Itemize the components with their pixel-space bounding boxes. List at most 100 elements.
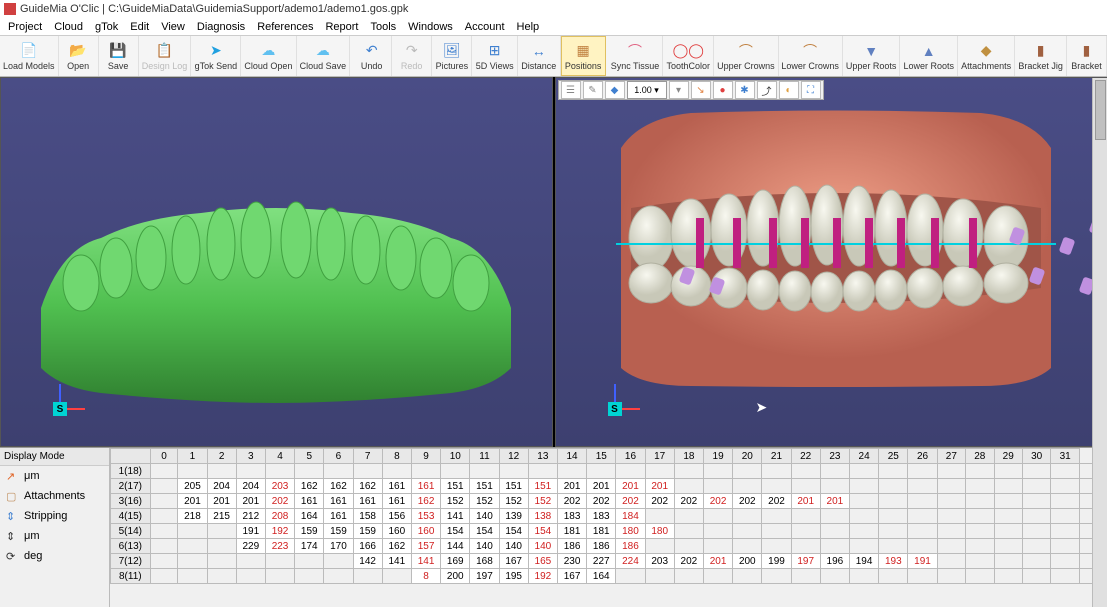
grid-cell[interactable]: 203: [265, 479, 294, 494]
grid-cell[interactable]: 140: [470, 509, 499, 524]
col-header[interactable]: 9: [411, 449, 440, 464]
grid-cell[interactable]: 204: [207, 479, 236, 494]
grid-cell[interactable]: 201: [820, 494, 849, 509]
grid-cell[interactable]: [295, 554, 324, 569]
grid-cell[interactable]: [703, 464, 732, 479]
col-header[interactable]: 25: [879, 449, 908, 464]
display-mode-μm[interactable]: ↗μm: [0, 466, 109, 486]
grid-cell[interactable]: 205: [178, 479, 207, 494]
tool-upper-roots[interactable]: ▼Upper Roots: [843, 36, 901, 76]
grid-cell[interactable]: 164: [295, 509, 324, 524]
grid-cell[interactable]: [236, 569, 265, 584]
grid-cell[interactable]: 168: [470, 554, 499, 569]
grid-cell[interactable]: 169: [441, 554, 470, 569]
grid-cell[interactable]: 200: [441, 569, 470, 584]
grid-cell[interactable]: [937, 554, 965, 569]
grid-cell[interactable]: [994, 464, 1022, 479]
grid-cell[interactable]: [1022, 554, 1050, 569]
col-header[interactable]: 28: [966, 449, 994, 464]
grid-cell[interactable]: [645, 464, 674, 479]
col-header[interactable]: 2: [207, 449, 236, 464]
grid-cell[interactable]: [1022, 464, 1050, 479]
grid-cell[interactable]: [441, 464, 470, 479]
grid-cell[interactable]: [966, 554, 994, 569]
tool-upper-crowns[interactable]: ⌒Upper Crowns: [714, 36, 778, 76]
row-header[interactable]: 4(15): [111, 509, 151, 524]
grid-cell[interactable]: 192: [265, 524, 294, 539]
grid-cell[interactable]: 161: [382, 479, 411, 494]
grid-cell[interactable]: [528, 464, 557, 479]
grid-cell[interactable]: [265, 554, 294, 569]
vp-zoom-select[interactable]: 1.00 ▾: [627, 81, 667, 99]
grid-cell[interactable]: [994, 494, 1022, 509]
grid-cell[interactable]: 151: [441, 479, 470, 494]
menu-view[interactable]: View: [155, 21, 191, 33]
vertical-scrollbar[interactable]: [1092, 78, 1107, 607]
grid-cell[interactable]: 159: [295, 524, 324, 539]
display-mode-attachments[interactable]: ▢Attachments: [0, 486, 109, 506]
grid-cell[interactable]: [879, 524, 908, 539]
grid-cell[interactable]: [850, 509, 879, 524]
grid-cell[interactable]: 191: [908, 554, 937, 569]
grid-cell[interactable]: [178, 554, 207, 569]
grid-cell[interactable]: 161: [382, 494, 411, 509]
grid-cell[interactable]: [236, 464, 265, 479]
col-header[interactable]: 1: [178, 449, 207, 464]
grid-cell[interactable]: 170: [324, 539, 353, 554]
grid-cell[interactable]: [820, 479, 849, 494]
grid-cell[interactable]: [499, 464, 528, 479]
tool-lower-crowns[interactable]: ⌒Lower Crowns: [779, 36, 843, 76]
grid-cell[interactable]: 161: [411, 479, 440, 494]
grid-cell[interactable]: 201: [791, 494, 820, 509]
grid-cell[interactable]: [150, 479, 178, 494]
grid-cell[interactable]: 201: [178, 494, 207, 509]
col-header[interactable]: 18: [674, 449, 703, 464]
grid-cell[interactable]: [966, 569, 994, 584]
grid-cell[interactable]: [382, 464, 411, 479]
col-header[interactable]: 27: [937, 449, 965, 464]
grid-cell[interactable]: 194: [850, 554, 879, 569]
grid-cell[interactable]: [908, 524, 937, 539]
col-header[interactable]: 20: [733, 449, 762, 464]
grid-cell[interactable]: 183: [557, 509, 586, 524]
grid-cell[interactable]: [908, 494, 937, 509]
grid-cell[interactable]: [178, 464, 207, 479]
tool-redo[interactable]: ↷Redo: [392, 36, 432, 76]
grid-cell[interactable]: 161: [324, 494, 353, 509]
grid-cell[interactable]: 201: [645, 479, 674, 494]
scrollbar-thumb[interactable]: [1095, 80, 1106, 140]
grid-cell[interactable]: 154: [528, 524, 557, 539]
grid-cell[interactable]: 159: [353, 524, 382, 539]
grid-cell[interactable]: [411, 464, 440, 479]
grid-cell[interactable]: [178, 539, 207, 554]
tool-undo[interactable]: ↶Undo: [352, 36, 392, 76]
grid-cell[interactable]: [674, 569, 703, 584]
display-mode-μm[interactable]: ⇕μm: [0, 526, 109, 546]
grid-cell[interactable]: [733, 464, 762, 479]
grid-cell[interactable]: [820, 464, 849, 479]
grid-cell[interactable]: [937, 569, 965, 584]
grid-cell[interactable]: [324, 554, 353, 569]
grid-cell[interactable]: [703, 479, 732, 494]
col-header[interactable]: 14: [557, 449, 586, 464]
grid-cell[interactable]: 8: [411, 569, 440, 584]
grid-cell[interactable]: [674, 479, 703, 494]
grid-cell[interactable]: 180: [645, 524, 674, 539]
vp-btn[interactable]: ◆: [605, 81, 625, 99]
grid-cell[interactable]: [879, 464, 908, 479]
grid-cell[interactable]: 161: [324, 509, 353, 524]
grid-cell[interactable]: 223: [265, 539, 294, 554]
col-header[interactable]: [111, 449, 151, 464]
grid-cell[interactable]: [791, 509, 820, 524]
row-header[interactable]: 6(13): [111, 539, 151, 554]
tool-distance[interactable]: ↔Distance: [518, 36, 561, 76]
grid-cell[interactable]: [703, 539, 732, 554]
grid-cell[interactable]: 162: [324, 479, 353, 494]
grid-cell[interactable]: 152: [499, 494, 528, 509]
grid-cell[interactable]: [324, 569, 353, 584]
grid-cell[interactable]: 152: [528, 494, 557, 509]
grid-cell[interactable]: 227: [587, 554, 616, 569]
grid-cell[interactable]: 166: [353, 539, 382, 554]
col-header[interactable]: 15: [587, 449, 616, 464]
grid-cell[interactable]: 201: [236, 494, 265, 509]
